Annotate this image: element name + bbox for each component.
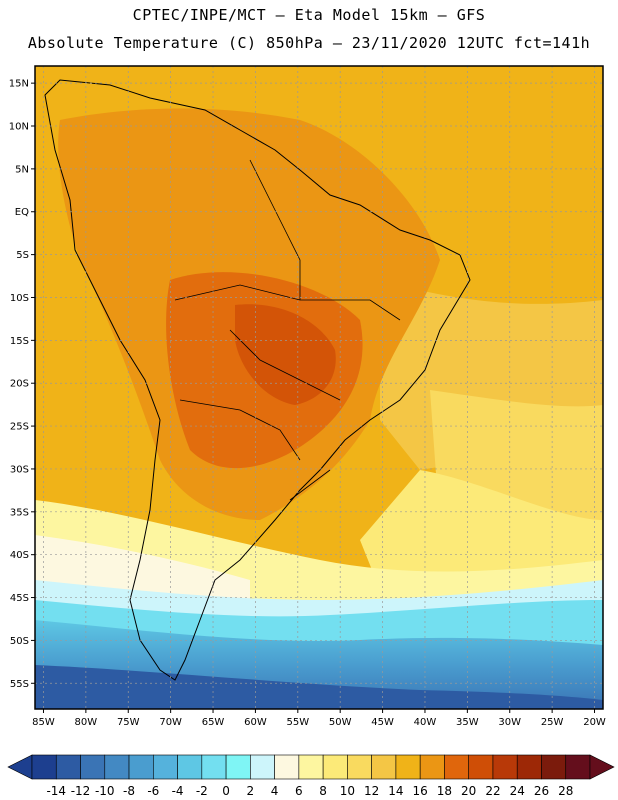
colorbar-segment [298,754,324,780]
colorbar-segment [225,754,251,780]
colorbar-segment [274,754,300,780]
temperature-field [35,66,603,709]
lon-tick-label: 50W [329,717,352,728]
colorbar-segment [31,754,57,780]
colorbar-min-arrow [7,754,33,780]
temperature-colorbar [7,754,615,780]
colorbar-label: -12 [71,784,91,798]
colorbar-segment [55,754,81,780]
longitude-tick-labels: 85W 80W 75W 70W 65W 60W 55W 50W 45W 40W 35W 30W 25W 2… [32,709,606,728]
lat-lon-grid [35,66,603,709]
colorbar-label: -10 [95,784,115,798]
colorbar-segment [347,754,372,780]
colorbar-segment [419,754,445,780]
colorbar-label: -4 [172,784,184,798]
colorbar-segment [104,754,130,780]
colorbar-segment [322,754,348,780]
lat-tick-label: 10S [10,293,29,304]
colorbar-segment [371,754,397,780]
colorbar-label: -2 [196,784,208,798]
colorbar-label: 10 [340,784,355,798]
colorbar-segment [541,754,567,780]
lat-tick-label: 15N [9,79,29,90]
colorbar-label: 22 [485,784,500,798]
lon-tick-label: 65W [202,717,225,728]
latitude-tick-labels: 15N 10N 5N EQ 5S 10S 15S 20S 25S 30S 35S 40S 45S 50S 5… [9,79,35,690]
colorbar-segment [80,754,106,780]
colorbar-segment [201,754,227,780]
lat-tick-label: 50S [10,636,29,647]
lat-tick-label: 45S [10,593,29,604]
lat-tick-label: 10N [9,122,29,133]
lon-tick-label: 55W [286,717,309,728]
colorbar-tick-labels: -14 -12 -10 -8 -6 -4 -2 0 2 4 6 8 10 12 14 16 18 20 22 24 26… [46,784,573,798]
map-frame [34,65,604,710]
header-line-1: CPTEC/INPE/MCT – Eta Model 15km – GFS [132,6,486,24]
colorbar-label: -14 [46,784,66,798]
header-line-2: Absolute Temperature (C) 850hPa – 23/11/… [27,34,591,52]
colorbar-segment [395,754,421,780]
lat-tick-label: 20S [10,379,29,390]
lon-tick-label: 30W [498,717,521,728]
lon-tick-label: 60W [244,717,267,728]
coastline [44,79,471,681]
lon-tick-label: 75W [117,717,140,728]
colorbar-label: 28 [558,784,573,798]
lon-tick-label: 20W [583,717,606,728]
colorbar-label: 6 [295,784,303,798]
colorbar-segment [444,754,469,780]
lon-tick-label: 40W [414,717,437,728]
colorbar-segment [468,754,494,780]
colorbar-label: 24 [510,784,525,798]
lon-tick-label: 70W [159,717,182,728]
colorbar-segment [516,754,542,780]
colorbar-label: 0 [222,784,230,798]
lat-tick-label: 25S [10,422,29,433]
colorbar-label: 26 [534,784,549,798]
lat-tick-label: EQ [15,207,29,218]
colorbar-segment [128,754,154,780]
lon-tick-label: 80W [75,717,98,728]
lon-tick-label: 25W [541,717,564,728]
colorbar-label: 12 [364,784,379,798]
colorbar-label: 2 [247,784,255,798]
lat-tick-label: 5S [16,250,29,261]
lat-tick-label: 30S [10,464,29,475]
colorbar-segment [565,754,591,780]
colorbar-label: 20 [461,784,476,798]
colorbar-segment [492,754,518,780]
lat-tick-label: 5N [15,164,29,175]
colorbar-label: -6 [147,784,159,798]
lon-tick-label: 35W [456,717,479,728]
country-borders [174,159,401,501]
colorbar-label: 16 [413,784,428,798]
colorbar-label: 4 [271,784,279,798]
lat-tick-label: 35S [10,507,29,518]
lon-tick-label: 85W [32,717,55,728]
colorbar-segment [177,754,203,780]
colorbar-segment [250,754,275,780]
colorbar-label: -8 [123,784,135,798]
colorbar-label: 14 [388,784,403,798]
colorbar-label: 18 [437,784,452,798]
lat-tick-label: 55S [10,679,29,690]
lat-tick-label: 15S [10,336,29,347]
lon-tick-label: 45W [371,717,394,728]
colorbar-segment [153,754,178,780]
colorbar-label: 8 [319,784,327,798]
colorbar-max-arrow [589,754,615,780]
lat-tick-label: 40S [10,550,29,561]
